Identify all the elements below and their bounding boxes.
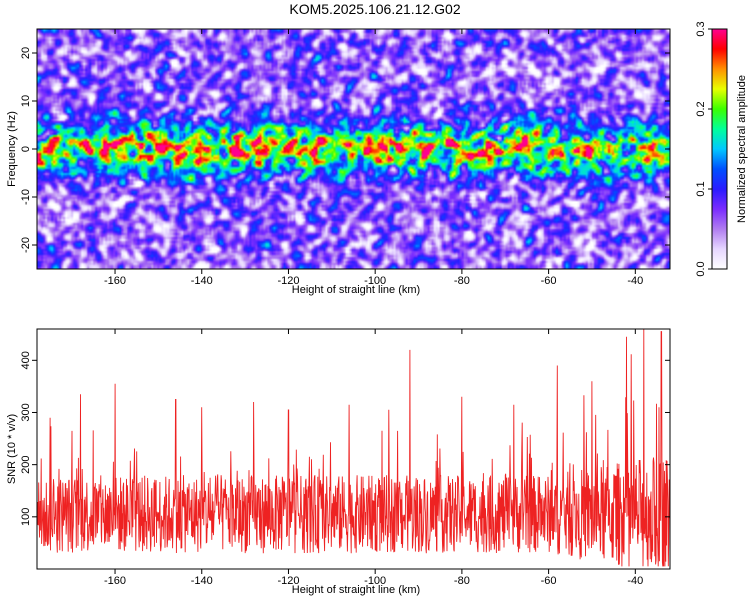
colorbar-tick-label: 0.3 (695, 21, 707, 36)
snr-x-tick-label: -140 (191, 575, 213, 587)
snr-series-line (37, 329, 670, 567)
heatmap-y-tick-label: 0 (20, 146, 32, 152)
heatmap-x-tick-label: -60 (541, 275, 557, 287)
snr-x-tick-label: -80 (454, 575, 470, 587)
heatmap-x-tick-label: -40 (627, 275, 643, 287)
colorbar-tick-label: 0.2 (695, 101, 707, 116)
heatmap-y-tick-label: 10 (20, 95, 32, 107)
snr-y-tick-label: 400 (20, 351, 32, 369)
heatmap-image (37, 29, 670, 269)
heatmap-x-tick-label: -160 (104, 275, 126, 287)
snr-frame (36, 328, 671, 570)
heatmap-y-tick-label: -20 (20, 237, 32, 253)
heatmap-y-tick-label: 20 (20, 47, 32, 59)
heatmap-y-axis-title: Frequency (Hz) (6, 111, 18, 187)
snr-panel: -160 -140 -120 -100 -80 -60 -40 100 200 300 400 H… (6, 328, 671, 596)
heatmap-y-axis: -20 -10 0 10 20 (20, 47, 670, 253)
main-title: KOM5.2025.106.21.12.G02 (289, 1, 460, 17)
colorbar: 0.0 0.1 0.2 0.3 Normalized spectral amplitu… (695, 21, 748, 276)
heatmap-x-axis: -160 -140 -120 -100 -80 -60 -40 (104, 29, 643, 287)
snr-y-axis-title: SNR (10 * v/v) (6, 414, 18, 484)
snr-x-axis-title: Height of straight line (km) (292, 584, 420, 596)
snr-y-axis: 100 200 300 400 (20, 351, 670, 526)
heatmap-x-tick-label: -80 (454, 275, 470, 287)
snr-x-tick-label: -120 (277, 575, 299, 587)
heatmap-x-tick-label: -140 (191, 275, 213, 287)
colorbar-label: Normalized spectral amplitude (736, 75, 748, 223)
heatmap-y-tick-label: -10 (20, 189, 32, 205)
snr-y-tick-label: 100 (20, 508, 32, 526)
snr-y-tick-label: 200 (20, 455, 32, 473)
snr-x-tick-label: -60 (541, 575, 557, 587)
snr-x-axis: -160 -140 -120 -100 -80 -60 -40 (104, 329, 643, 587)
colorbar-tick-label: 0.0 (695, 261, 707, 276)
colorbar-tick-label: 0.1 (695, 181, 707, 196)
colorbar-gradient (712, 29, 727, 269)
snr-x-tick-label: -40 (627, 575, 643, 587)
heatmap-x-axis-title: Height of straight line (km) (292, 284, 420, 296)
heatmap-cells (37, 29, 670, 269)
snr-x-tick-label: -100 (364, 575, 386, 587)
colorbar-frame (711, 28, 728, 270)
snr-x-tick-label: -160 (104, 575, 126, 587)
colorbar-axis: 0.0 0.1 0.2 0.3 (695, 21, 712, 277)
heatmap-x-tick-label: -120 (277, 275, 299, 287)
heatmap-x-tick-label: -100 (364, 275, 386, 287)
snr-y-tick-label: 300 (20, 403, 32, 421)
